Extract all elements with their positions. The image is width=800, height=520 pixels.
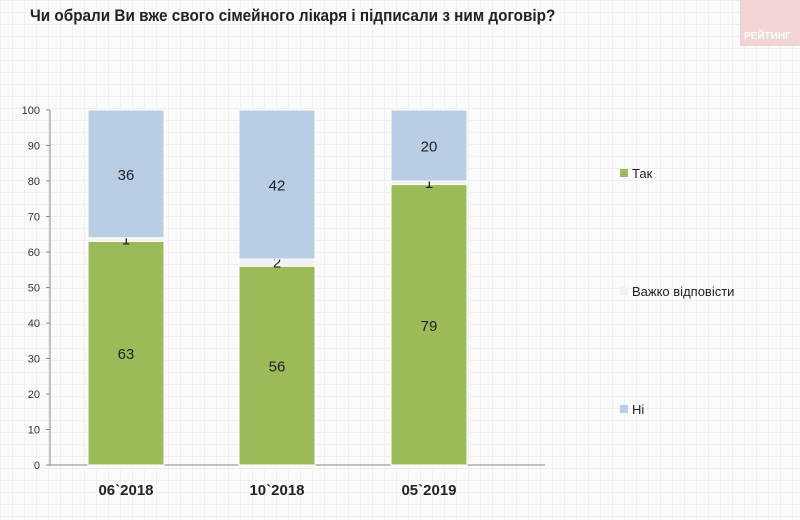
- y-tick-label: 90: [28, 141, 40, 153]
- bar-segment-2: [87, 109, 165, 239]
- data-label: 36: [118, 167, 135, 184]
- y-tick-label: 10: [28, 425, 40, 437]
- bar-segment-0: [390, 184, 468, 466]
- data-label: 20: [421, 139, 438, 156]
- legend-swatch: [620, 287, 628, 295]
- x-tick-label: 10`2018: [249, 482, 304, 499]
- data-label: 42: [269, 178, 286, 195]
- y-tick-label: 40: [28, 318, 40, 330]
- data-label: 1: [122, 232, 130, 249]
- data-label: 63: [118, 346, 135, 363]
- data-label: 79: [421, 318, 438, 335]
- y-tick-label: 80: [28, 176, 40, 188]
- data-label: 2: [273, 255, 281, 272]
- legend-label: Важко відповісти: [632, 284, 734, 299]
- legend-swatch: [620, 169, 628, 177]
- bar-segment-0: [238, 265, 316, 466]
- y-tick-label: 30: [28, 354, 40, 366]
- legend-swatch: [620, 405, 628, 413]
- y-tick-label: 70: [28, 212, 40, 224]
- y-tick-label: 60: [28, 247, 40, 259]
- y-tick-label: 0: [34, 460, 40, 472]
- data-label: 1: [425, 175, 433, 192]
- legend-label: Ні: [632, 402, 644, 417]
- rating-logo: РЕЙТИНГ: [740, 0, 800, 46]
- y-tick-label: 50: [28, 283, 40, 295]
- y-tick-label: 100: [22, 105, 40, 117]
- x-tick-label: 05`2019: [401, 482, 456, 499]
- bar-segment-2: [238, 109, 316, 260]
- chart-title: Чи обрали Ви вже свого сімейного лікаря …: [30, 6, 556, 25]
- bar-segment-2: [390, 109, 468, 182]
- y-tick-label: 20: [28, 389, 40, 401]
- logo-text: РЕЙТИНГ: [744, 31, 791, 42]
- x-tick-label: 06`2018: [98, 482, 153, 499]
- legend-label: Так: [632, 166, 653, 181]
- data-label: 56: [269, 359, 286, 376]
